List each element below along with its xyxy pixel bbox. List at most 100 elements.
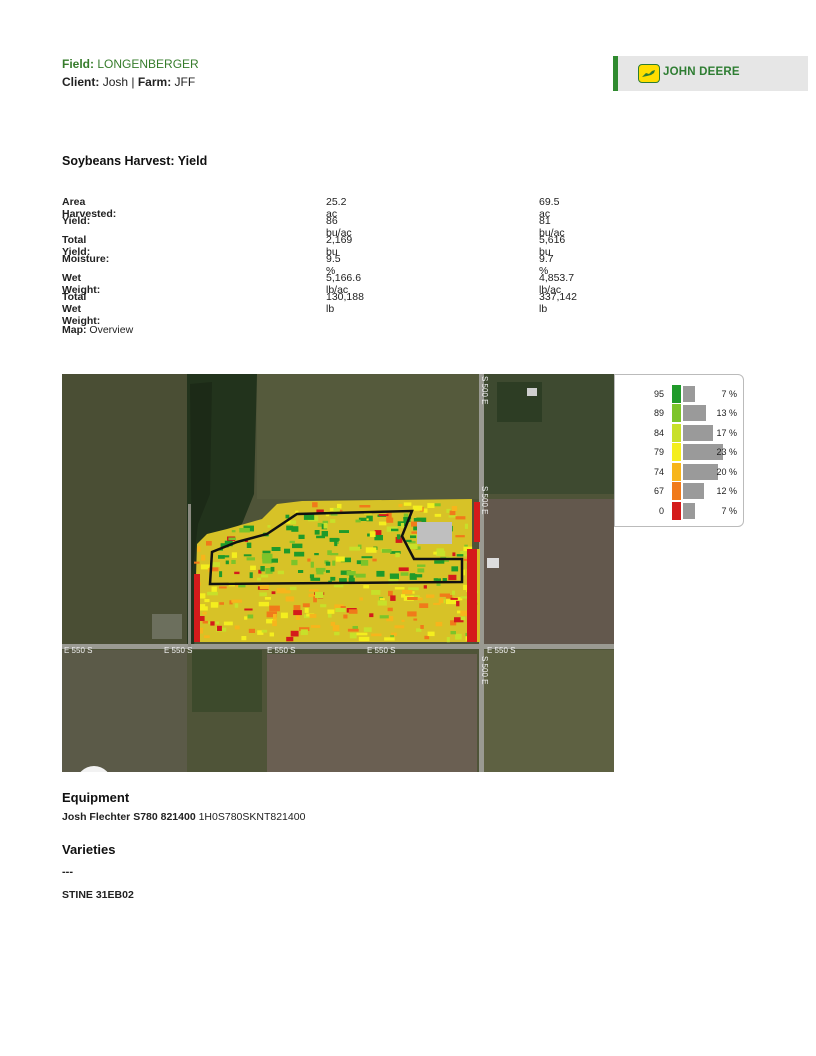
yield-cell — [239, 528, 250, 533]
yield-cell — [204, 599, 210, 603]
yield-cell — [234, 625, 240, 630]
yield-cell — [314, 553, 319, 556]
yield-cell — [332, 560, 336, 566]
legend-row: 95 7 % — [615, 385, 745, 403]
yield-cell — [371, 590, 381, 595]
yield-cell — [453, 597, 463, 601]
stat-value-2: 5,616 bu — [539, 234, 566, 258]
yield-cell — [387, 607, 393, 612]
yield-cell — [302, 603, 310, 608]
yield-cell — [259, 592, 267, 597]
yield-cell — [316, 509, 324, 515]
yield-cell — [262, 550, 271, 554]
yield-cell — [435, 550, 446, 556]
yield-cell — [231, 530, 236, 533]
yield-cell — [426, 594, 435, 598]
yield-cell — [433, 551, 437, 555]
yield-cell — [427, 503, 435, 508]
yield-cell — [244, 616, 248, 620]
yield-cell — [464, 523, 468, 529]
yield-cell — [246, 557, 255, 561]
stat-label: Wet Weight: — [62, 272, 101, 296]
yield-cell — [408, 587, 419, 591]
yield-map[interactable]: S 500 E S 500 E S 500 E E 550 S E 550 S … — [62, 374, 614, 772]
yield-cell — [409, 574, 417, 580]
yield-cell — [266, 611, 277, 618]
yield-cell — [401, 594, 406, 598]
equipment-serial: 1H0S780SKNT821400 — [198, 811, 306, 823]
yield-cell — [298, 570, 304, 573]
yield-cell — [400, 523, 404, 529]
yield-cell — [417, 597, 423, 601]
equipment-line: Josh Flechter S780 821400 1H0S780SKNT821… — [62, 811, 305, 823]
yield-cell — [430, 503, 441, 507]
yield-cell — [376, 570, 385, 577]
yield-cell — [450, 631, 456, 635]
yield-cell — [335, 556, 345, 562]
yield-cell — [411, 531, 420, 534]
yield-cell — [286, 636, 294, 642]
yield-cell — [423, 585, 427, 589]
yield-cell — [401, 619, 405, 622]
yield-cell — [340, 570, 352, 575]
yield-cell — [433, 602, 441, 605]
yield-cell — [249, 572, 253, 579]
yield-cell — [327, 609, 335, 614]
yield-cell — [267, 525, 271, 528]
legend-share-bar — [683, 503, 695, 519]
field-name: LONGENBERGER — [97, 57, 199, 71]
yield-cell — [349, 546, 361, 551]
yield-cell — [335, 608, 346, 612]
yield-cell — [330, 553, 339, 556]
yield-cell — [363, 627, 372, 632]
yield-cell — [271, 591, 276, 595]
yield-map-image: S 500 E S 500 E S 500 E E 550 S E 550 S … — [62, 374, 614, 772]
legend-row: 84 17 % — [615, 424, 745, 442]
yield-cell — [386, 616, 394, 622]
yield-cell — [258, 569, 262, 574]
farm-name: JFF — [174, 75, 196, 89]
legend-percent: 12 % — [716, 486, 737, 496]
yield-cell — [218, 555, 225, 559]
yield-cell — [359, 597, 363, 601]
yield-cell — [378, 514, 389, 517]
yield-cell — [298, 534, 305, 539]
yield-cell — [225, 560, 229, 565]
yield-cell — [257, 630, 264, 635]
yield-cell — [308, 589, 319, 592]
yield-cell — [423, 508, 428, 513]
yield-cell — [398, 567, 409, 572]
yield-cell — [314, 530, 320, 535]
yield-cell — [410, 535, 417, 539]
legend-percent: 7 % — [721, 506, 737, 516]
yield-cell — [198, 606, 208, 611]
legend-row: 89 13 % — [615, 404, 745, 422]
client-farm-line: Client: Josh | Farm: JFF — [62, 75, 195, 89]
legend-percent: 23 % — [716, 447, 737, 457]
yield-cell — [349, 632, 357, 639]
stat-label: Area Harvested: — [62, 196, 117, 220]
john-deere-logo: JOHN DEERE — [613, 56, 808, 91]
yield-cell — [371, 633, 382, 637]
yield-cell — [358, 636, 370, 642]
yield-cell — [460, 550, 467, 555]
yield-cell — [264, 597, 271, 600]
yield-cell — [334, 541, 338, 547]
yield-cell — [238, 583, 246, 588]
stat-value-1: 25.2 ac — [326, 196, 347, 220]
legend-value: 95 — [653, 389, 664, 399]
yield-cell — [451, 506, 458, 511]
yield-cell — [327, 550, 332, 556]
yield-cell — [407, 597, 418, 600]
yield-cell — [340, 606, 346, 608]
yield-cell — [434, 560, 445, 564]
yield-cell — [463, 546, 473, 552]
yield-cell — [290, 630, 299, 637]
legend-share-bar — [683, 483, 704, 499]
yield-cell — [363, 585, 370, 589]
map-caption: Map: Overview — [62, 324, 133, 336]
yield-cell — [454, 617, 464, 623]
stat-label: Total Yield: — [62, 234, 91, 258]
yield-cell — [413, 518, 417, 523]
yield-cell — [228, 537, 236, 540]
